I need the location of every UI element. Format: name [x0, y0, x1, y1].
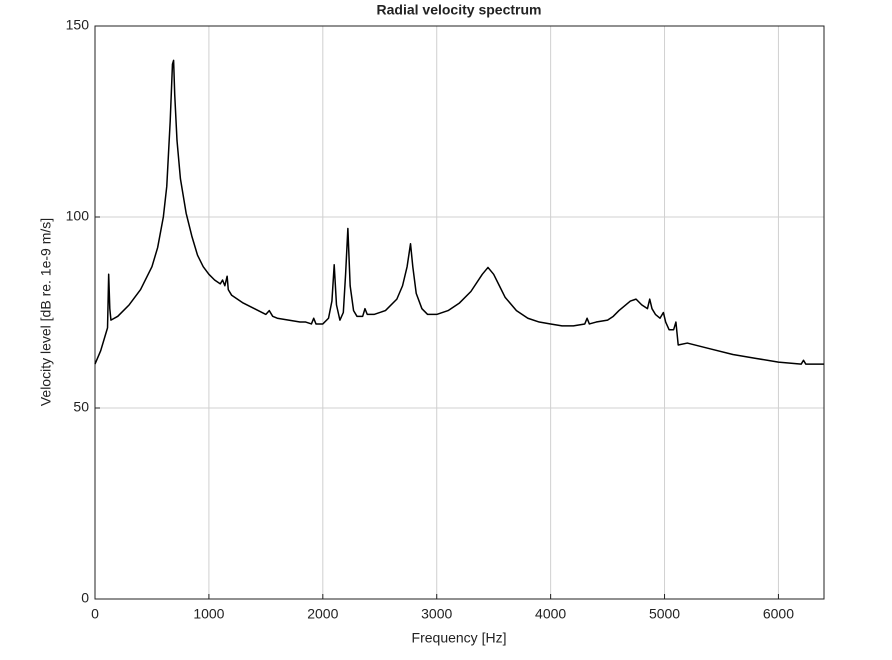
- x-axis-label: Frequency [Hz]: [412, 630, 507, 646]
- chart-title: Radial velocity spectrum: [377, 2, 542, 18]
- x-tick-label: 3000: [421, 606, 452, 622]
- plot-frame: [94, 25, 825, 600]
- x-tick-label: 1000: [193, 606, 224, 622]
- x-tick-label: 6000: [763, 606, 794, 622]
- y-tick-label: 100: [66, 208, 90, 224]
- x-tick-label: 0: [91, 606, 99, 622]
- x-tick-label: 5000: [649, 606, 680, 622]
- y-tick-label: 150: [66, 17, 90, 33]
- x-tick-label: 4000: [535, 606, 566, 622]
- y-tick-label: 50: [73, 399, 89, 415]
- x-tick-label: 2000: [307, 606, 338, 622]
- y-axis-label: Velocity level [dB re. 1e-9 m/s]: [38, 218, 54, 406]
- data-line: [94, 59, 824, 365]
- y-tick-label: 0: [81, 590, 89, 606]
